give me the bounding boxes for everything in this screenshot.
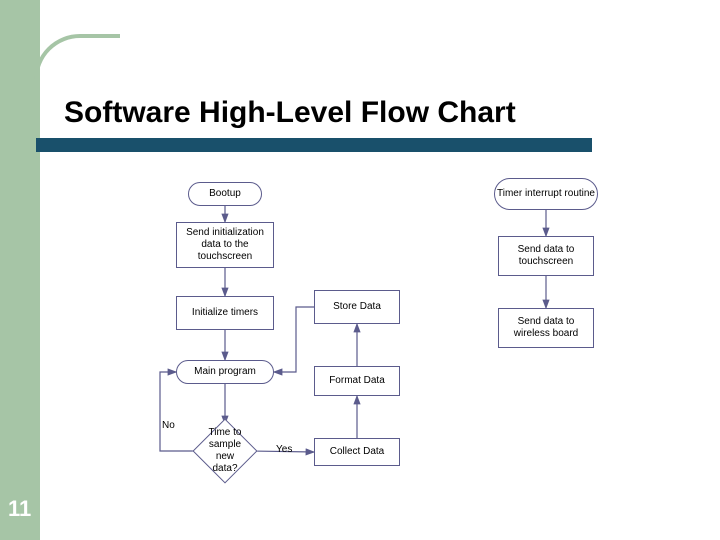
page-title: Software High-Level Flow Chart (64, 96, 516, 130)
flowchart-node-format: Format Data (314, 366, 400, 396)
flowchart-edge-5 (160, 372, 200, 451)
flowchart-edge-label-yes: Yes (276, 444, 292, 455)
flowchart-node-decision: Time to sample new data? (192, 418, 257, 483)
title-underline (36, 138, 592, 152)
flowchart-node-inittim: Initialize timers (176, 296, 274, 330)
flowchart-node-bootup: Bootup (188, 182, 262, 206)
flowchart-node-store: Store Data (314, 290, 400, 324)
flowchart-node-sendwb: Send data to wireless board (498, 308, 594, 348)
flowchart-node-mainprog: Main program (176, 360, 274, 384)
flowchart-node-timerint: Timer interrupt routine (494, 178, 598, 210)
flowchart-edge-label-no: No (162, 420, 175, 431)
flowchart-node-sendts: Send data to touchscreen (498, 236, 594, 276)
flowchart-node-collect: Collect Data (314, 438, 400, 466)
page-number: 11 (8, 496, 31, 522)
flowchart-node-sendinit: Send initialization data to the touchscr… (176, 222, 274, 268)
flowchart-edge-4 (251, 451, 314, 452)
flowchart-edge-8 (274, 307, 314, 372)
